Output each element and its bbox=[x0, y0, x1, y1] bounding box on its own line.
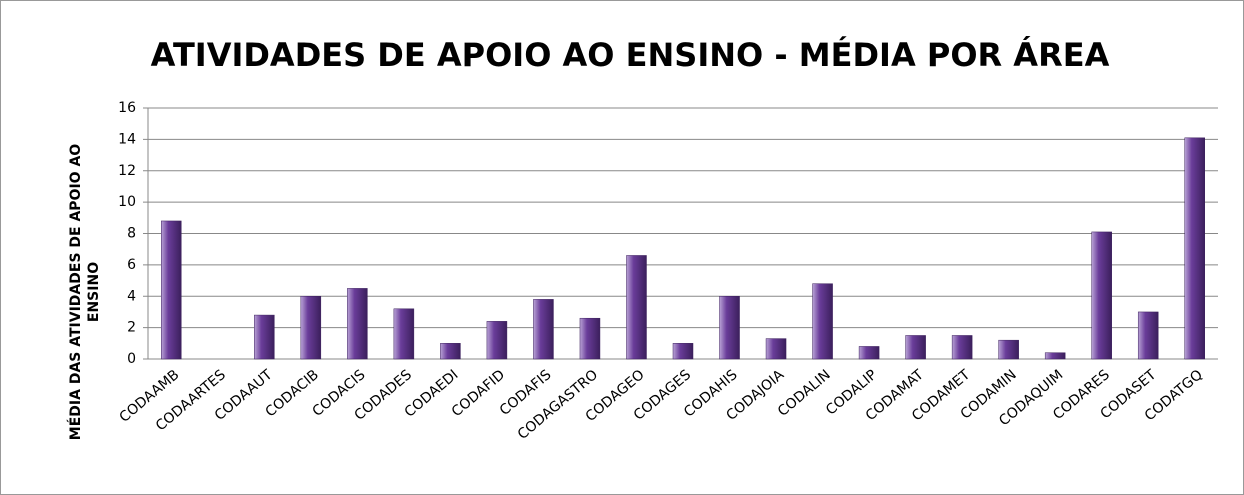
y-tick-label: 14 bbox=[118, 131, 136, 147]
bar bbox=[440, 343, 461, 360]
bar bbox=[905, 335, 926, 360]
y-tick-label: 10 bbox=[118, 194, 136, 210]
bar bbox=[254, 314, 275, 360]
bar bbox=[533, 299, 554, 360]
bar bbox=[393, 308, 415, 360]
y-tick-label: 0 bbox=[127, 351, 136, 367]
y-tick-label: 6 bbox=[127, 257, 136, 273]
y-tick-label: 8 bbox=[127, 226, 136, 242]
bar bbox=[719, 296, 740, 360]
bar bbox=[1091, 231, 1112, 360]
bar bbox=[161, 220, 182, 360]
y-tick-label: 16 bbox=[118, 100, 136, 116]
bar bbox=[672, 343, 694, 360]
chart-title: ATIVIDADES DE APOIO AO ENSINO - MÉDIA PO… bbox=[151, 36, 1110, 74]
y-tick-label: 4 bbox=[127, 288, 136, 304]
y-tick-label: 12 bbox=[118, 163, 136, 179]
bar bbox=[347, 288, 368, 360]
bar bbox=[858, 346, 880, 360]
bar bbox=[765, 338, 787, 360]
bar bbox=[300, 296, 322, 360]
y-axis-label: ENSINO bbox=[86, 262, 102, 322]
bar bbox=[1137, 311, 1159, 360]
bar bbox=[812, 283, 833, 360]
bar bbox=[951, 335, 973, 360]
bar bbox=[1184, 137, 1205, 360]
bar bbox=[1044, 352, 1066, 360]
bar bbox=[626, 255, 647, 360]
bar bbox=[486, 321, 508, 360]
y-tick-label: 2 bbox=[127, 320, 136, 336]
y-axis-label: MÉDIA DAS ATIVIDADES DE APOIO AO bbox=[67, 144, 84, 440]
bar bbox=[579, 317, 601, 360]
bar bbox=[998, 339, 1019, 360]
